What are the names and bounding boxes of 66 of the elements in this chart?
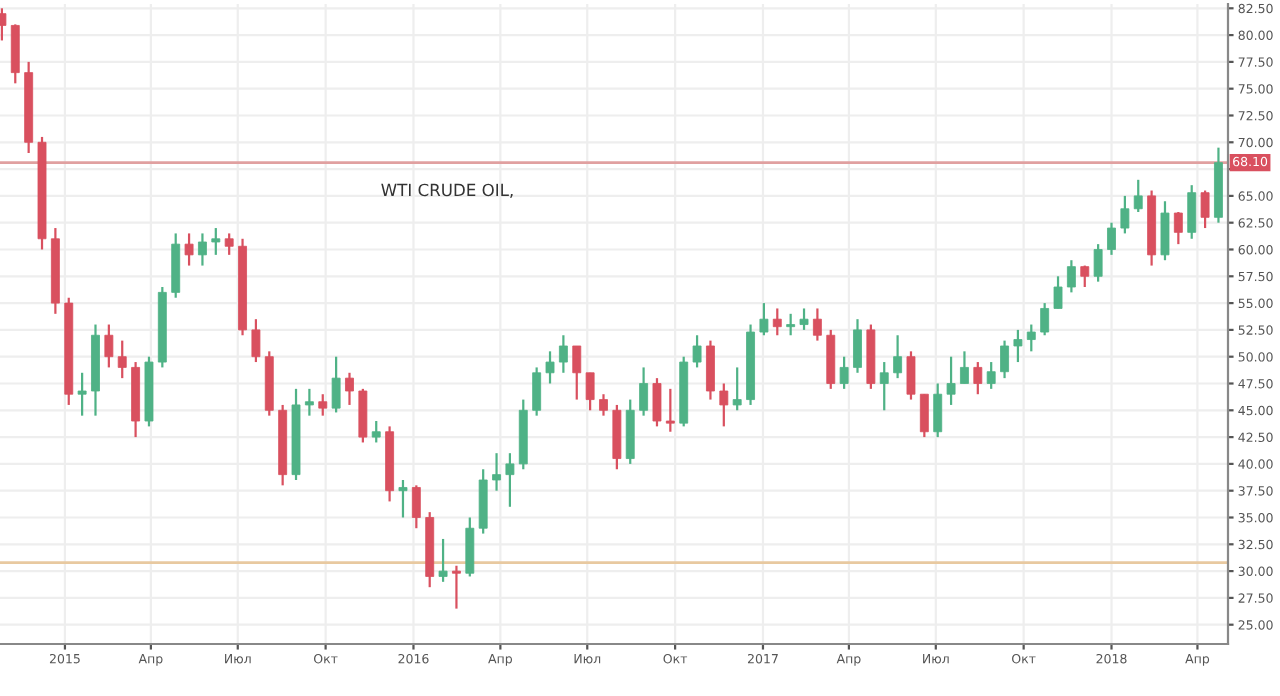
candlestick: [1013, 328, 1023, 364]
candlestick: [665, 387, 675, 433]
candlestick: [438, 537, 448, 583]
candlestick: [505, 452, 515, 508]
candlestick: [398, 478, 408, 519]
candlestick: [251, 318, 261, 364]
candlestick: [304, 387, 314, 417]
candlestick: [786, 312, 796, 337]
candlestick: [1040, 301, 1050, 337]
candlestick: [492, 452, 501, 492]
candlestick: [1000, 339, 1009, 380]
candlestick: [960, 350, 969, 385]
candlestick: [411, 484, 421, 530]
candlestick: [465, 516, 475, 578]
candlestick: [919, 393, 929, 439]
candlestick: [1053, 275, 1063, 310]
candlestick: [1187, 184, 1197, 240]
candlestick: [371, 419, 381, 444]
candlestick: [198, 232, 207, 267]
candlestick: [906, 350, 916, 401]
candlestick: [812, 307, 822, 342]
candlestick: [585, 371, 595, 412]
candlestick: [599, 393, 608, 417]
candlestick: [545, 350, 555, 385]
candlestick: [211, 226, 221, 256]
candlestick: [1066, 259, 1076, 294]
candlestick: [986, 360, 996, 390]
candlestick: [732, 366, 742, 412]
candlestick: [1026, 323, 1036, 353]
candlestick: [853, 318, 862, 374]
candlestick: [1200, 189, 1210, 230]
candlestick: [572, 344, 582, 401]
candlestick: [358, 387, 368, 444]
candlestick: [893, 334, 903, 380]
candlestick: [799, 307, 809, 332]
candlestick: [839, 355, 849, 390]
candlestick: [1093, 243, 1103, 283]
candlestick: [104, 323, 114, 369]
annotation: WTI CRUDE OIL,: [381, 183, 513, 198]
candlestick: [558, 334, 568, 374]
candlestick: [706, 339, 715, 401]
candlestick: [1133, 178, 1143, 214]
candlestick: [759, 301, 769, 337]
candlestick: [692, 334, 702, 369]
candlestick: [532, 366, 542, 417]
candlestick: [1120, 194, 1130, 235]
candlestick: [772, 307, 782, 337]
candlestick: [184, 232, 194, 267]
candlestick: [652, 377, 662, 428]
candlestick: [345, 371, 354, 407]
candlestick: [452, 564, 461, 610]
candlestick: [331, 355, 341, 414]
candlestick: [77, 371, 87, 417]
candlestick: [224, 232, 234, 256]
candlestick: [1107, 221, 1116, 256]
candlestick: [933, 382, 943, 439]
candlestick: [879, 360, 889, 412]
candlestick: [946, 355, 956, 407]
candlestick: [10, 23, 20, 85]
candlestick: [973, 360, 983, 396]
candlestick: [1160, 200, 1170, 262]
candlestick: [318, 393, 328, 417]
candlestick: [719, 382, 729, 428]
candlestick: [117, 339, 127, 380]
candlestick: [1173, 210, 1183, 246]
candlestick: [639, 366, 649, 417]
